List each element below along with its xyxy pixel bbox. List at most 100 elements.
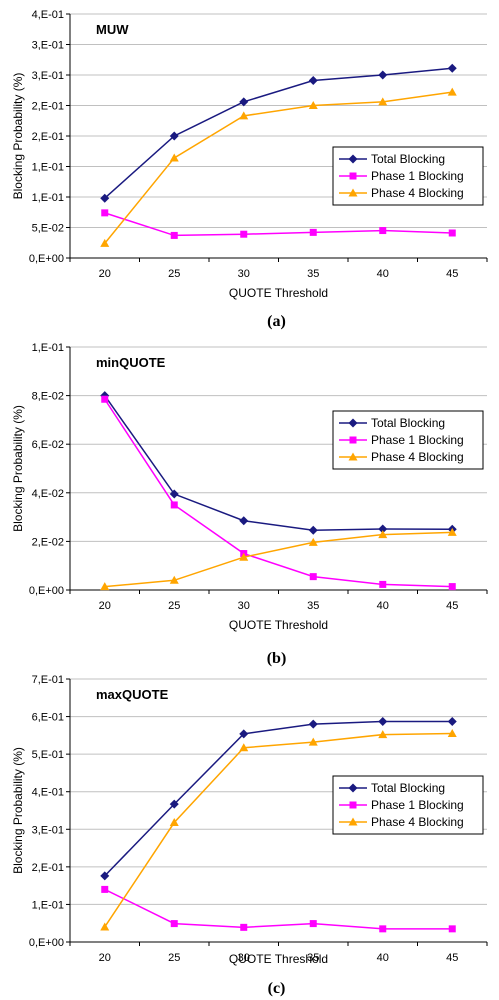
marker-total-3	[308, 525, 318, 535]
legend: Total Blocking Phase 1 Blocking Phase 4 Bl…	[332, 775, 484, 835]
marker-phase4-2	[239, 552, 249, 561]
marker-phase1-5	[448, 583, 456, 591]
marker-total-legend	[348, 154, 358, 164]
panel-caption: (a)	[267, 313, 286, 330]
marker-phase4-1	[169, 575, 179, 584]
marker-phase1-4	[379, 580, 387, 588]
y-tick-label-7: 7,E-01	[32, 674, 64, 686]
x-tick-label-3: 35	[307, 600, 319, 612]
y-axis-label: Blocking Probability (%)	[11, 747, 25, 874]
marker-phase4-legend	[348, 452, 358, 461]
chart-title: minQUOTE	[96, 355, 166, 370]
legend: Total Blocking Phase 1 Blocking Phase 4 Bl…	[332, 410, 484, 470]
y-tick-label-0: 0,E+00	[29, 937, 64, 949]
marker-phase1-1	[170, 231, 178, 239]
y-tick-label-4: 4,E-01	[32, 787, 64, 799]
marker-phase1-2	[240, 923, 248, 931]
x-tick-label-1: 25	[168, 268, 180, 280]
legend-label-2: Phase 4 Blocking	[371, 186, 464, 200]
series-line-1	[104, 398, 453, 588]
x-tick-label-2: 30	[238, 600, 250, 612]
y-tick-label-7: 3,E-01	[32, 40, 64, 52]
x-tick-label-3: 35	[307, 268, 319, 280]
series-line-2	[104, 531, 453, 588]
x-tick-label-0: 20	[99, 952, 111, 964]
marker-phase1-3	[309, 228, 317, 236]
marker-phase4-4	[378, 97, 388, 106]
marker-phase4-5	[447, 527, 457, 536]
marker-phase1-0	[101, 209, 109, 217]
legend-label-2: Phase 4 Blocking	[371, 450, 464, 464]
x-tick-label-5: 45	[446, 600, 458, 612]
marker-phase1-legend	[349, 801, 357, 809]
x-tick-label-0: 20	[99, 268, 111, 280]
legend-label-0: Total Blocking	[371, 416, 445, 430]
marker-phase1-5	[448, 925, 456, 933]
marker-total-4	[378, 716, 388, 726]
marker-phase1-0	[101, 395, 109, 403]
marker-phase1-4	[379, 925, 387, 933]
chart-panel-2: 0,E+00 1,E-01 2,E-01 3,E-01 4,E-01 5,E-01 6,E-…	[11, 674, 488, 997]
marker-phase4-4	[378, 530, 388, 539]
marker-total-4	[378, 524, 388, 534]
marker-phase4-0	[100, 238, 110, 247]
marker-phase4-0	[100, 582, 110, 591]
y-axis-label: Blocking Probability (%)	[11, 73, 25, 200]
marker-total-5	[447, 63, 457, 73]
y-tick-label-6: 3,E-01	[32, 70, 64, 82]
x-tick-label-1: 25	[168, 952, 180, 964]
marker-phase4-1	[169, 153, 179, 162]
marker-total-0	[100, 871, 110, 881]
marker-phase1-2	[240, 230, 248, 238]
y-tick-label-5: 2,E-01	[32, 101, 64, 113]
marker-phase1-legend	[349, 172, 357, 180]
marker-phase1-4	[379, 227, 387, 235]
series-line-0	[104, 67, 453, 199]
marker-phase1-3	[309, 573, 317, 581]
y-tick-label-1: 1,E-01	[32, 899, 64, 911]
y-tick-label-2: 2,E-01	[32, 862, 64, 874]
panel-caption: (b)	[267, 650, 287, 667]
series-line-2	[104, 732, 453, 928]
y-tick-label-6: 6,E-01	[32, 712, 64, 724]
y-tick-label-3: 3,E-01	[32, 824, 64, 836]
marker-phase4-2	[239, 743, 249, 752]
x-tick-label-0: 20	[99, 600, 111, 612]
marker-phase4-legend	[348, 188, 358, 197]
x-tick-label-1: 25	[168, 600, 180, 612]
marker-total-1	[169, 489, 179, 499]
y-tick-label-2: 1,E-01	[32, 192, 64, 204]
y-tick-label-0: 0,E+00	[29, 585, 64, 597]
y-tick-label-5: 5,E-01	[32, 749, 64, 761]
x-tick-label-5: 45	[446, 952, 458, 964]
legend-label-0: Total Blocking	[371, 781, 445, 795]
marker-total-0	[100, 193, 110, 203]
marker-phase4-4	[378, 730, 388, 739]
x-tick-label-4: 40	[377, 268, 389, 280]
y-tick-label-4: 8,E-02	[32, 391, 64, 403]
marker-total-1	[169, 799, 179, 809]
marker-phase4-legend	[348, 817, 358, 826]
marker-phase1-3	[309, 920, 317, 928]
marker-total-3	[308, 75, 318, 85]
y-tick-label-3: 1,E-01	[32, 162, 64, 174]
marker-phase4-2	[239, 111, 249, 120]
marker-total-1	[169, 131, 179, 141]
chart-title: maxQUOTE	[96, 687, 169, 702]
marker-total-2	[239, 516, 249, 526]
y-tick-label-1: 2,E-02	[32, 536, 64, 548]
marker-total-2	[239, 729, 249, 739]
marker-total-3	[308, 719, 318, 729]
marker-phase4-5	[447, 87, 457, 96]
marker-phase4-3	[308, 737, 318, 746]
panel-caption: (c)	[268, 980, 286, 997]
series-line-0	[104, 395, 453, 531]
y-tick-label-1: 5,E-02	[32, 223, 64, 235]
y-tick-label-5: 1,E-01	[32, 342, 64, 354]
x-axis-label: QUOTE Threshold	[229, 286, 328, 300]
marker-total-legend	[348, 418, 358, 428]
legend: Total Blocking Phase 1 Blocking Phase 4 Bl…	[332, 146, 484, 206]
series-line-1	[104, 888, 453, 930]
marker-phase1-5	[448, 229, 456, 237]
marker-total-4	[378, 70, 388, 80]
